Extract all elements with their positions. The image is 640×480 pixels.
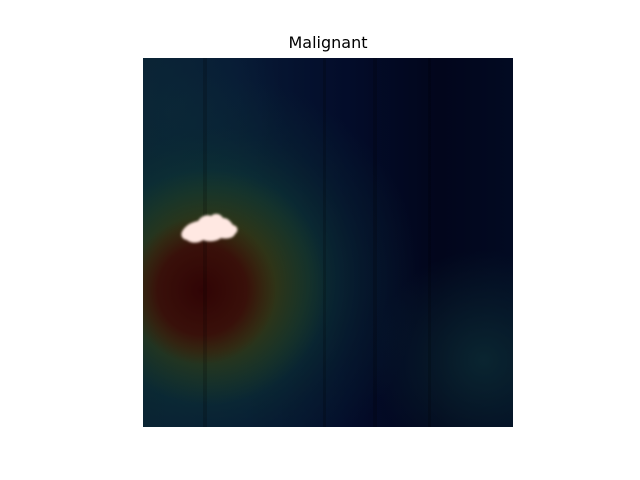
lesion-highlight bbox=[181, 213, 238, 243]
figure-title: Malignant bbox=[288, 33, 368, 52]
heatmap-image bbox=[143, 58, 513, 427]
